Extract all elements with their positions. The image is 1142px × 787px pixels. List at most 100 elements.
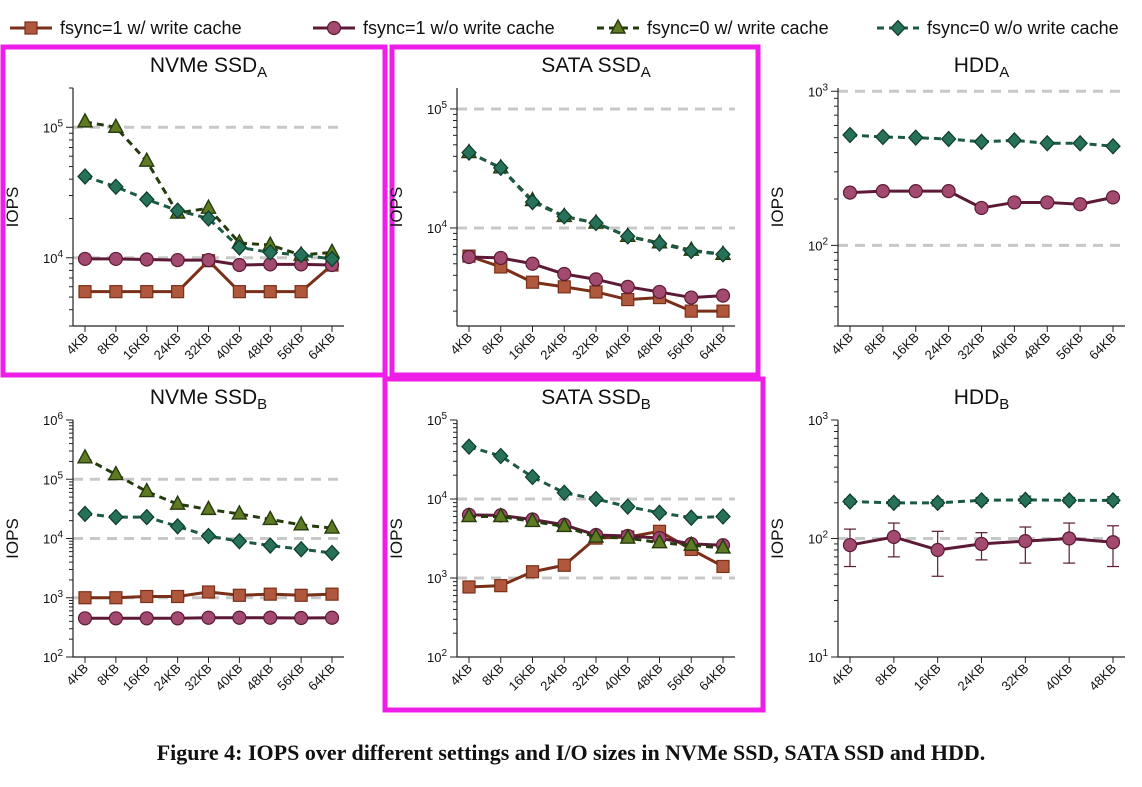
x-tick-label: 4KB [447,661,475,689]
data-point [941,184,956,199]
data-point [294,285,308,299]
x-tick-label: 8KB [479,661,507,689]
x-tick-label: 24KB [151,330,184,363]
y-tick-label: 104 [427,490,447,507]
x-tick-label: 16KB [506,330,539,363]
x-tick-label: 40KB [601,330,634,363]
data-point [294,610,309,626]
legend: fsync=1 w/ write cache fsync=1 w/o write … [10,18,1119,38]
data-point [619,498,636,516]
data-point [107,117,125,133]
series [78,585,339,605]
data-point [170,611,185,626]
legend-marker [890,19,906,37]
data-point [139,252,154,267]
data-point [652,284,667,300]
data-point [842,493,858,510]
x-tick-label: 8KB [861,330,889,358]
data-point [556,484,573,502]
y-axis-label: IOPS [3,187,22,228]
x-tick-label: 48KB [1086,661,1119,694]
data-point [716,559,730,574]
y-axis-label: IOPS [3,518,22,559]
data-point [139,611,154,626]
data-point [170,252,185,268]
data-point [525,565,540,579]
data-point [929,494,946,512]
data-point [138,482,155,498]
data-point [231,504,248,520]
data-point [524,193,541,211]
x-tick-label: 40KB [987,330,1020,363]
y-tick-label: 106 [43,411,63,428]
data-point [462,580,476,594]
chart-panel: 102 103 104 105 IOPS SATA SSDB 4KB 8KB16KB24KB3… [382,376,766,713]
y-tick-label: 104 [43,530,63,547]
chart-panel: 101 102 103 IOPS HDDB 4KB 8KB 16KB 24KB 32KB 40KB 4… [768,386,1125,694]
data-point [292,515,310,531]
data-point [294,588,308,602]
data-point [589,285,603,299]
data-point [169,518,186,535]
legend-label: fsync=1 w/o write cache [363,18,555,38]
data-point [651,533,668,549]
series [842,184,1121,216]
x-tick-label: 56KB [274,330,307,363]
series [76,448,341,534]
x-tick-label: 64KB [305,330,338,363]
data-point [492,159,509,177]
data-point [76,112,94,128]
data-point [886,529,901,545]
x-tick-label: 4KB [447,330,475,358]
data-point [201,585,216,599]
data-point [325,587,339,601]
series [77,168,340,268]
data-point [907,129,924,147]
legend-item: fsync=1 w/ write cache [10,18,242,38]
data-point [588,490,604,508]
x-tick-label: 24KB [955,661,988,694]
chart-title: NVMe SSDB [150,386,267,413]
data-point [1105,491,1121,509]
x-tick-label: 40KB [601,661,634,694]
series [77,505,340,562]
data-point [684,290,699,305]
series [460,507,732,554]
data-point [293,246,309,264]
x-tick-label: 56KB [1053,330,1086,363]
x-tick-label: 32KB [182,661,215,694]
x-tick-label: 4KB [828,330,856,358]
y-axis-label: IOPS [387,187,406,228]
data-point [201,252,216,268]
y-tick-label: 102 [808,530,828,547]
series [842,491,1121,512]
data-point [76,448,94,464]
data-point [651,504,668,522]
data-point [621,293,635,307]
data-point [77,611,93,626]
data-point [886,494,902,512]
data-point [908,184,923,199]
legend-item: fsync=1 w/o write cache [313,18,555,38]
y-axis-label: IOPS [768,187,787,228]
x-tick-label: 56KB [664,661,697,694]
x-tick-label: 16KB [120,661,153,694]
series [461,249,731,305]
chart-title: NVMe SSDA [150,54,267,81]
data-point [231,532,248,550]
data-point [493,250,508,266]
data-point [461,438,477,456]
data-point [1062,531,1077,546]
series-line [469,515,724,550]
data-point [1105,137,1121,155]
x-tick-label: 16KB [506,661,539,694]
data-point [293,540,309,558]
chart-panel: 104 105 IOPS NVMe SSDA 4KB 8KB16KB24KB32KB40K… [0,44,388,378]
x-tick-label: 24KB [537,330,570,363]
data-point [1105,190,1121,205]
data-point [1040,195,1055,210]
legend-marker [609,18,627,34]
data-point [324,250,340,268]
data-point [108,611,123,626]
series [842,126,1121,155]
